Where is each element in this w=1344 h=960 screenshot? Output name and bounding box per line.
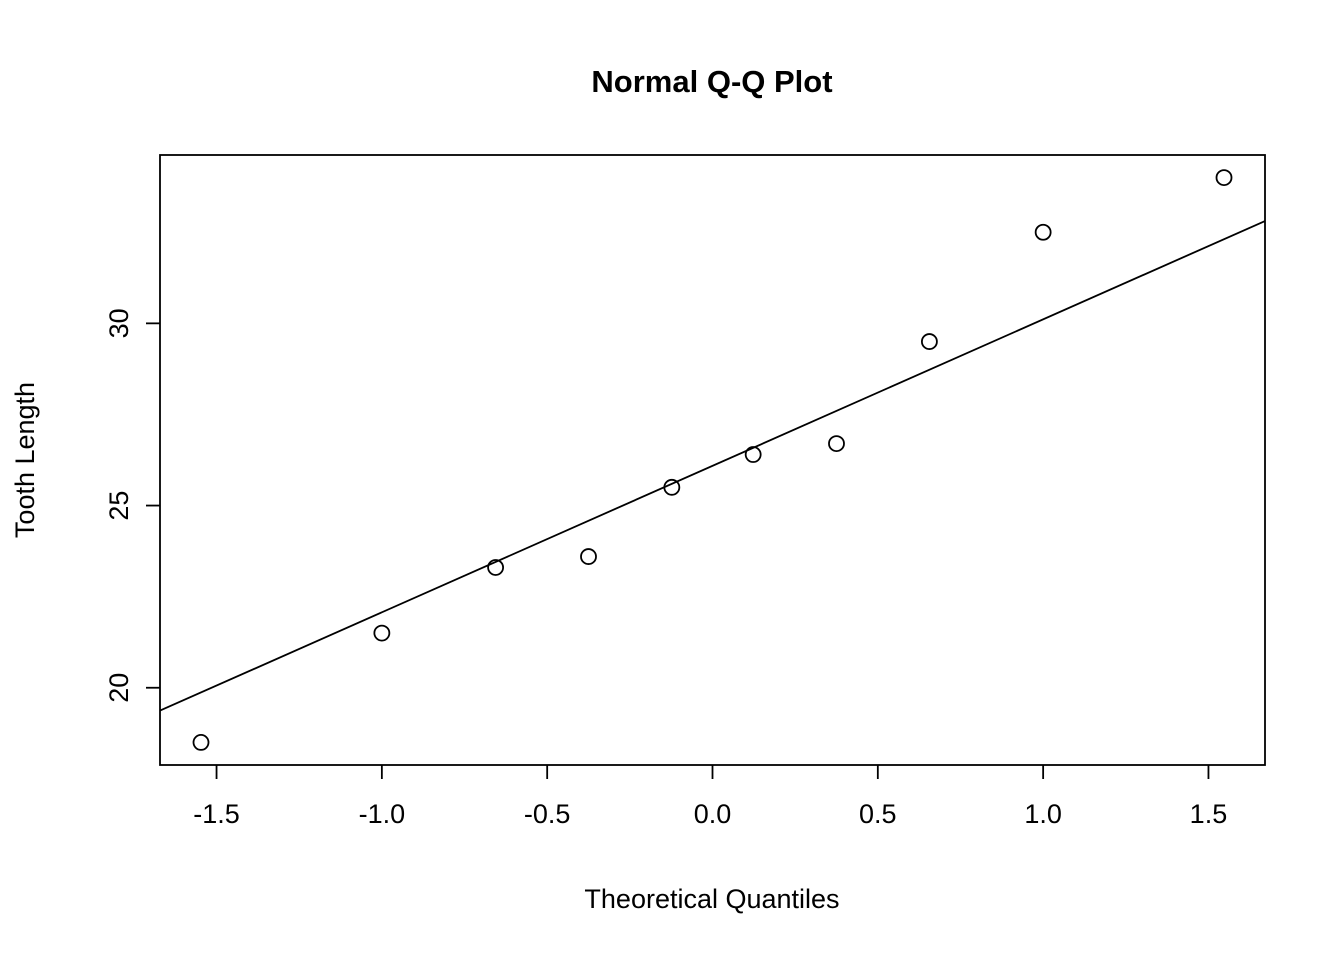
data-point xyxy=(828,435,845,453)
qq-reference-line xyxy=(159,220,1266,712)
axis-tick-layer: -1.5 -1.0 -0.5 0.0 0.5 1.0 1.5 20 25 30 xyxy=(104,308,1227,829)
data-point xyxy=(744,446,762,463)
data-point xyxy=(580,548,597,565)
y-axis-tick-label: 30 xyxy=(104,308,134,338)
data-point xyxy=(663,478,681,496)
plot-border xyxy=(159,154,1266,766)
qq-line-layer xyxy=(159,220,1266,712)
y-axis-label: Tooth Length xyxy=(10,382,40,538)
y-axis-tick-label: 25 xyxy=(104,491,134,521)
x-axis-tick-label: -1.5 xyxy=(193,799,240,829)
data-point xyxy=(192,734,210,751)
x-axis-tick-label: 0.5 xyxy=(859,799,897,829)
x-axis-tick-label: 1.0 xyxy=(1024,799,1062,829)
chart-title: Normal Q-Q Plot xyxy=(591,64,832,99)
data-point xyxy=(487,559,504,576)
x-axis-tick-label: 1.5 xyxy=(1190,799,1228,829)
x-axis-tick-label: 0.0 xyxy=(694,799,732,829)
x-axis-label: Theoretical Quantiles xyxy=(584,884,839,914)
data-point xyxy=(1034,223,1052,241)
data-point xyxy=(373,624,391,642)
x-axis-tick-label: -0.5 xyxy=(524,799,571,829)
x-axis-tick-label: -1.0 xyxy=(359,799,406,829)
data-point-layer xyxy=(192,169,1233,751)
y-axis-tick-label: 20 xyxy=(104,673,134,703)
data-point xyxy=(1215,169,1233,186)
data-point xyxy=(921,333,938,350)
